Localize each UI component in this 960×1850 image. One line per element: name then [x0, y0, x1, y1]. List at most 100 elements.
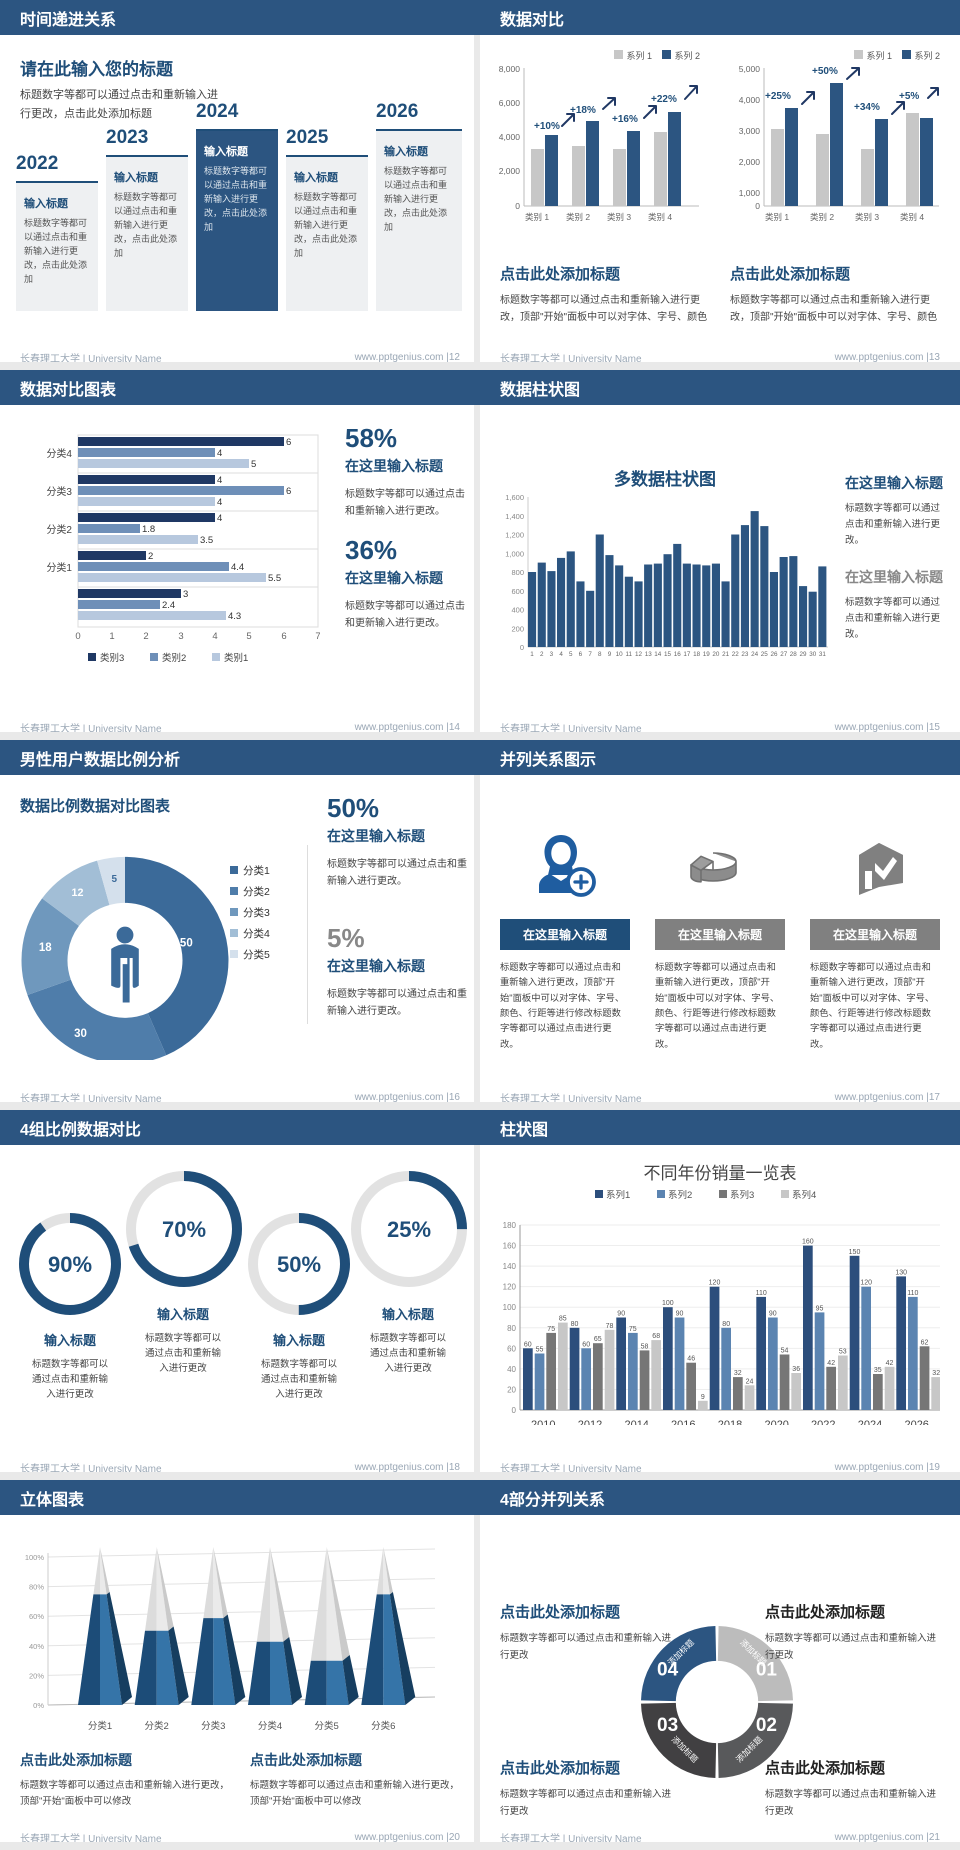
- svg-text:40: 40: [507, 1365, 516, 1374]
- svg-text:1,600: 1,600: [505, 495, 524, 502]
- svg-text:25%: 25%: [387, 1217, 431, 1242]
- svg-text:30: 30: [809, 651, 817, 658]
- svg-text:+50%: +50%: [812, 66, 838, 77]
- svg-text:6: 6: [286, 437, 291, 448]
- svg-text:5: 5: [111, 874, 117, 885]
- svg-text:0: 0: [755, 201, 760, 211]
- svg-text:5: 5: [569, 651, 573, 658]
- svg-text:3,000: 3,000: [739, 126, 761, 136]
- svg-text:2: 2: [148, 551, 153, 562]
- svg-text:4: 4: [217, 475, 222, 486]
- svg-text:150: 150: [849, 1249, 861, 1256]
- svg-text:分类1: 分类1: [46, 561, 72, 574]
- svg-text:58: 58: [641, 1343, 649, 1350]
- svg-text:60%: 60%: [29, 1612, 44, 1621]
- svg-text:21: 21: [722, 651, 730, 658]
- svg-text:+10%: +10%: [534, 121, 560, 132]
- svg-text:62: 62: [921, 1339, 929, 1346]
- svg-text:+34%: +34%: [854, 102, 880, 113]
- svg-text:4.4: 4.4: [231, 562, 244, 573]
- svg-text:160: 160: [802, 1239, 814, 1246]
- svg-text:80: 80: [722, 1321, 730, 1328]
- svg-text:类别 2: 类别 2: [566, 212, 590, 222]
- svg-text:50%: 50%: [277, 1252, 321, 1277]
- svg-text:1,400: 1,400: [505, 512, 524, 521]
- svg-text:90: 90: [617, 1311, 625, 1318]
- svg-text:1,200: 1,200: [505, 531, 524, 540]
- svg-text:2022: 2022: [811, 1419, 835, 1425]
- svg-text:4: 4: [217, 513, 222, 524]
- svg-text:24: 24: [746, 1378, 754, 1385]
- svg-text:140: 140: [503, 1262, 517, 1271]
- svg-text:50: 50: [180, 938, 193, 950]
- svg-text:2024: 2024: [858, 1419, 882, 1425]
- svg-text:160: 160: [503, 1242, 517, 1251]
- svg-text:65: 65: [594, 1336, 602, 1343]
- svg-text:35: 35: [874, 1367, 882, 1374]
- svg-text:0: 0: [515, 201, 520, 211]
- svg-text:54: 54: [781, 1348, 789, 1355]
- svg-text:+16%: +16%: [612, 114, 638, 125]
- svg-text:2010: 2010: [531, 1419, 555, 1425]
- svg-text:6: 6: [286, 486, 291, 497]
- svg-text:400: 400: [511, 606, 524, 615]
- svg-text:60: 60: [524, 1341, 532, 1348]
- svg-text:18: 18: [39, 942, 52, 954]
- svg-text:22: 22: [732, 651, 740, 658]
- svg-text:4,000: 4,000: [739, 95, 761, 105]
- svg-text:分类3: 分类3: [46, 485, 72, 498]
- svg-text:类别 1: 类别 1: [765, 212, 789, 222]
- svg-text:600: 600: [511, 587, 524, 596]
- svg-text:类别 1: 类别 1: [525, 212, 549, 222]
- svg-text:2,000: 2,000: [499, 166, 521, 176]
- svg-text:95: 95: [816, 1305, 824, 1312]
- svg-text:1: 1: [109, 631, 114, 642]
- svg-text:4: 4: [217, 497, 222, 508]
- svg-text:24: 24: [751, 651, 759, 658]
- svg-text:25: 25: [761, 651, 769, 658]
- svg-text:120: 120: [503, 1283, 517, 1292]
- svg-text:2014: 2014: [624, 1419, 648, 1425]
- svg-text:80%: 80%: [29, 1583, 44, 1592]
- svg-text:120: 120: [709, 1280, 721, 1287]
- svg-text:12: 12: [71, 887, 83, 899]
- svg-text:80: 80: [571, 1321, 579, 1328]
- svg-text:12: 12: [635, 651, 643, 658]
- svg-text:30: 30: [74, 1028, 87, 1040]
- svg-text:2,000: 2,000: [739, 157, 761, 167]
- svg-text:10: 10: [616, 651, 624, 658]
- svg-text:+25%: +25%: [765, 91, 791, 102]
- svg-text:20: 20: [507, 1385, 516, 1394]
- svg-text:类别 2: 类别 2: [810, 212, 834, 222]
- svg-text:类别 3: 类别 3: [855, 212, 879, 222]
- svg-text:60: 60: [582, 1341, 590, 1348]
- svg-text:4: 4: [212, 631, 217, 642]
- svg-text:78: 78: [606, 1323, 614, 1330]
- svg-text:0: 0: [520, 643, 524, 652]
- svg-text:1: 1: [530, 651, 534, 658]
- svg-text:分类5: 分类5: [315, 1720, 339, 1732]
- svg-text:32: 32: [932, 1370, 940, 1377]
- svg-text:1,000: 1,000: [739, 188, 761, 198]
- svg-text:0%: 0%: [33, 1701, 44, 1710]
- svg-text:130: 130: [895, 1269, 907, 1276]
- svg-text:27: 27: [780, 651, 788, 658]
- svg-text:分类3: 分类3: [201, 1720, 225, 1732]
- svg-text:7: 7: [588, 651, 592, 658]
- svg-text:26: 26: [770, 651, 778, 658]
- svg-text:100: 100: [503, 1303, 517, 1312]
- svg-text:2018: 2018: [718, 1419, 742, 1425]
- svg-text:2012: 2012: [578, 1419, 602, 1425]
- svg-text:类别3: 类别3: [100, 652, 124, 663]
- svg-text:9: 9: [608, 651, 612, 658]
- svg-text:18: 18: [693, 651, 701, 658]
- svg-text:20%: 20%: [29, 1671, 44, 1680]
- svg-text:类别 3: 类别 3: [607, 212, 631, 222]
- svg-text:4: 4: [217, 448, 222, 459]
- svg-text:8: 8: [598, 651, 602, 658]
- svg-text:42: 42: [827, 1360, 835, 1367]
- svg-text:110: 110: [756, 1290, 767, 1297]
- svg-text:9: 9: [701, 1394, 705, 1401]
- svg-text:6: 6: [579, 651, 583, 658]
- svg-text:17: 17: [683, 651, 691, 658]
